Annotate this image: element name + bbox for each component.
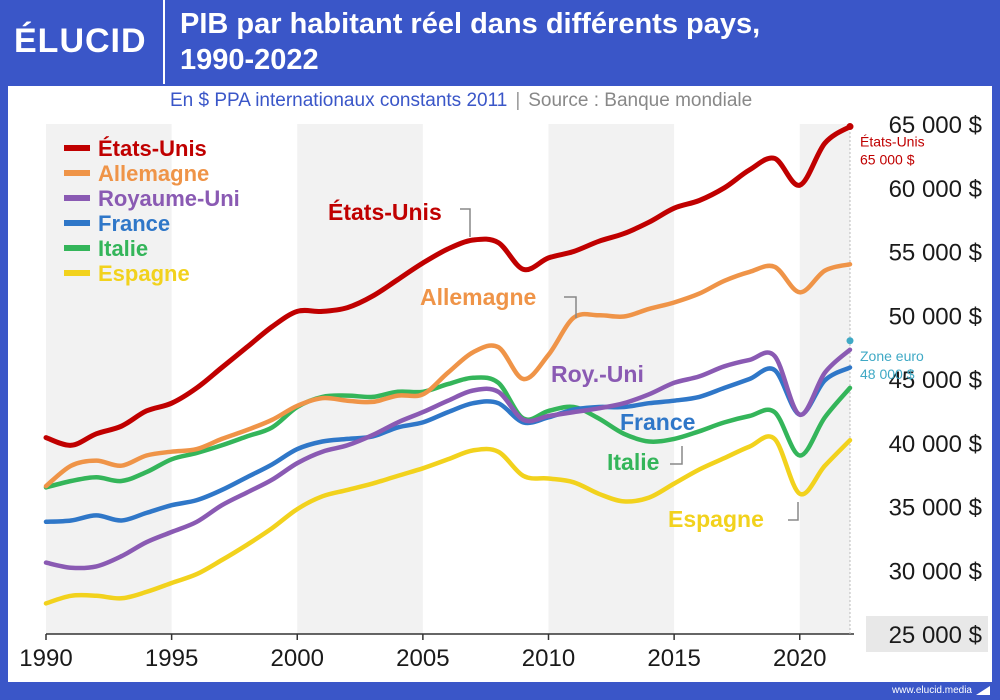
y-tick-label: 25 000 $ bbox=[889, 622, 982, 649]
annotation-name: États-Unis bbox=[860, 134, 925, 150]
x-tick-label: 2015 bbox=[647, 645, 700, 672]
subtitle-units: En $ PPA internationaux constants 2011 bbox=[170, 90, 508, 111]
annotation-value: 48 000 $ bbox=[860, 366, 915, 382]
x-tick-label: 2000 bbox=[271, 645, 324, 672]
elucid-logo: ÉLUCID bbox=[14, 22, 147, 60]
series-line-allemagne bbox=[43, 262, 853, 489]
series-line--tats-unis bbox=[43, 124, 853, 448]
x-tick-label: 1990 bbox=[19, 645, 72, 672]
x-tick-label: 2020 bbox=[773, 645, 826, 672]
subtitle-source: Source : Banque mondiale bbox=[528, 90, 753, 111]
subtitle-separator: | bbox=[515, 90, 521, 111]
legend-label: Allemagne bbox=[98, 161, 209, 186]
grid-band bbox=[297, 124, 423, 634]
grid-band bbox=[46, 124, 172, 634]
chart-subtitle: En $ PPA internationaux constants 2011 | S… bbox=[170, 90, 752, 112]
label-leader bbox=[670, 446, 683, 465]
legend-label: Espagne bbox=[98, 261, 190, 286]
chart-title-line2: 1990-2022 bbox=[180, 44, 319, 76]
end-point-marker bbox=[846, 337, 854, 345]
chart-title: PIB par habitant réel dans différents pa… bbox=[180, 6, 980, 78]
y-tick-label: 40 000 $ bbox=[889, 431, 982, 458]
series-label: France bbox=[620, 409, 695, 435]
x-tick-label: 2005 bbox=[396, 645, 449, 672]
y-tick-label: 55 000 $ bbox=[889, 240, 982, 267]
footer-url: www.elucid.media bbox=[891, 685, 972, 696]
label-leader bbox=[788, 502, 799, 521]
grid-band bbox=[548, 124, 675, 634]
legend-label: Royaume-Uni bbox=[98, 186, 240, 211]
y-tick-label: 35 000 $ bbox=[889, 495, 982, 522]
series-label: Roy.-Uni bbox=[551, 361, 644, 387]
chart-title-line1: PIB par habitant réel dans différents pa… bbox=[180, 8, 761, 40]
y-tick-label-box bbox=[866, 616, 988, 652]
annotation-name: Zone euro bbox=[860, 348, 924, 364]
legend-label: États-Unis bbox=[98, 136, 207, 161]
footer-logo-mark bbox=[976, 686, 990, 695]
legend-label: France bbox=[98, 211, 170, 236]
y-tick-label: 50 000 $ bbox=[889, 303, 982, 330]
series-line-italie bbox=[43, 375, 853, 490]
label-leader bbox=[460, 208, 471, 237]
label-leader bbox=[564, 296, 577, 318]
series-line-espagne bbox=[43, 434, 853, 606]
legend-label: Italie bbox=[98, 236, 148, 261]
y-tick-label: 65 000 $ bbox=[889, 112, 982, 139]
y-tick-label: 30 000 $ bbox=[889, 558, 982, 585]
x-tick-label: 1995 bbox=[145, 645, 198, 672]
y-tick-label: 60 000 $ bbox=[889, 176, 982, 203]
annotation-value: 65 000 $ bbox=[860, 152, 915, 168]
x-tick-label: 2010 bbox=[522, 645, 575, 672]
end-point-marker bbox=[846, 123, 854, 131]
series-line-france bbox=[43, 365, 853, 525]
y-tick-label: 45 000 $ bbox=[889, 367, 982, 394]
series-label: Espagne bbox=[668, 506, 764, 532]
series-line-royaume-uni bbox=[43, 347, 853, 571]
series-label: Italie bbox=[607, 449, 659, 475]
series-label: Allemagne bbox=[420, 284, 536, 310]
series-label: États-Unis bbox=[328, 198, 442, 225]
logo-box: ÉLUCID bbox=[0, 0, 165, 84]
